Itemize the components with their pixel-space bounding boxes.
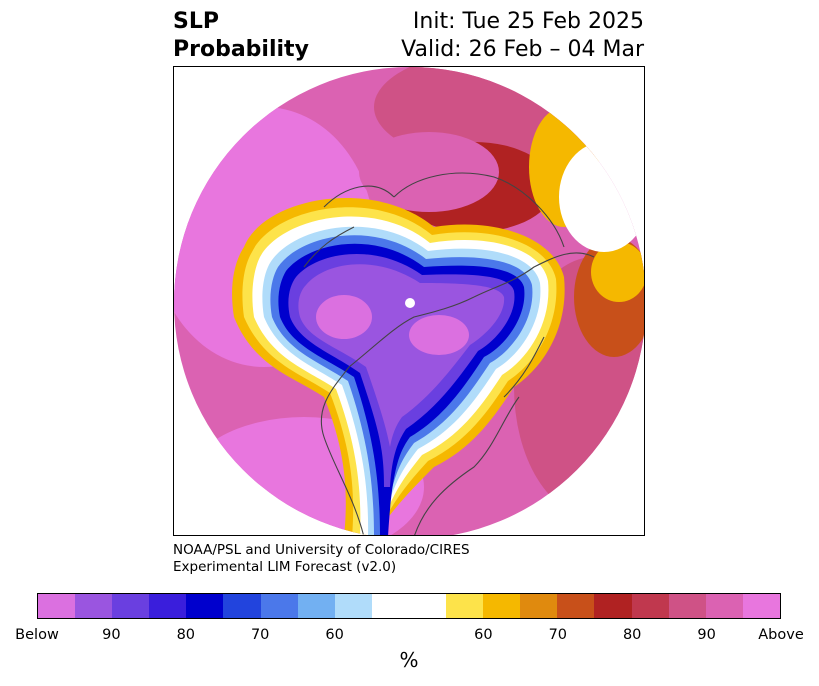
colorbar-tick-label: Above: [758, 627, 804, 643]
colorbar-above-segment: [742, 594, 780, 618]
above-region-europe-yellow: [591, 242, 644, 302]
colorbar-tick-label: 90: [102, 627, 121, 643]
colorbar-above-segment: [557, 594, 595, 618]
colorbar-tick-label: 80: [176, 627, 196, 643]
colorbar-below-segment: [223, 594, 261, 618]
north-pole-marker: [405, 298, 415, 308]
colorbar-tick-label: Below: [15, 627, 59, 643]
colorbar-tick-label: 80: [622, 627, 642, 643]
below-core-max-2: [409, 315, 469, 355]
colorbar-below-segment: [38, 594, 76, 618]
colorbar-above-segment: [668, 594, 706, 618]
colorbar-below-segment: [75, 594, 113, 618]
colorbar-above-segment: [631, 594, 669, 618]
colorbar-above-segment: [446, 594, 484, 618]
colorbar: [37, 593, 781, 619]
product-label: Probability: [173, 37, 309, 62]
credit-line-1: NOAA/PSL and University of Colorado/CIRE…: [173, 542, 470, 558]
colorbar-tick-label: 70: [548, 627, 568, 643]
colorbar-below-segment: [334, 594, 372, 618]
polar-projection-map: [174, 67, 644, 535]
colorbar-below-segment: [260, 594, 298, 618]
above-region-north-core: [359, 132, 499, 212]
below-core-max: [316, 295, 372, 339]
colorbar-unit: %: [399, 648, 419, 672]
colorbar-tick-label: 70: [250, 627, 270, 643]
credit-line-2: Experimental LIM Forecast (v2.0): [173, 559, 397, 575]
variable-label: SLP: [173, 9, 219, 34]
probability-map: [173, 66, 645, 536]
coastlines: [303, 172, 595, 535]
init-date: Init: Tue 25 Feb 2025: [412, 9, 644, 34]
probability-field: [174, 67, 644, 535]
colorbar-tick-label: 60: [474, 627, 493, 643]
colorbar-tick-label: 60: [325, 627, 344, 643]
colorbar-above-segment: [594, 594, 632, 618]
colorbar-above-segment: [705, 594, 743, 618]
colorbar-below-segment: [149, 594, 187, 618]
colorbar-below-segment: [297, 594, 335, 618]
colorbar-above-segment: [520, 594, 558, 618]
credit-text: NOAA/PSL and University of Colorado/CIRE…: [173, 542, 470, 576]
colorbar-neutral-segment: [371, 594, 447, 618]
colorbar-tick-label: 90: [697, 627, 716, 643]
colorbar-below-segment: [186, 594, 224, 618]
colorbar-above-segment: [483, 594, 521, 618]
colorbar-below-segment: [112, 594, 150, 618]
chart-title: SLP Probability: [173, 8, 309, 64]
valid-range: Valid: 26 Feb – 04 Mar: [401, 37, 644, 62]
neutral-region-northeast: [559, 142, 644, 252]
forecast-dates: Init: Tue 25 Feb 2025 Valid: 26 Feb – 04…: [401, 8, 644, 64]
